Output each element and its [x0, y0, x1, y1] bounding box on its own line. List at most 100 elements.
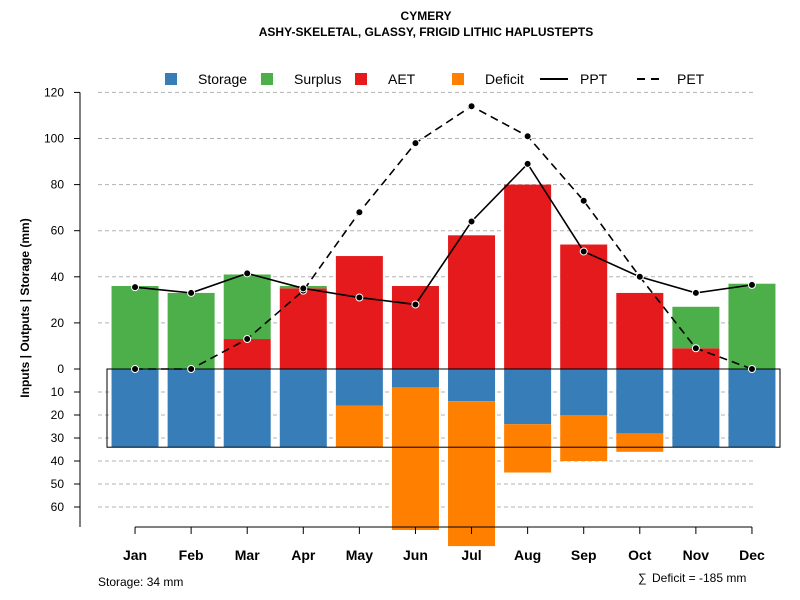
storage-bar	[167, 369, 215, 448]
x-tick-label: Sep	[571, 547, 597, 563]
y-tick-label: 30	[51, 431, 65, 445]
storage-bar	[111, 369, 159, 448]
ppt-point	[355, 293, 364, 302]
pet-point	[187, 365, 196, 373]
deficit-bar	[616, 433, 664, 452]
deficit-bar	[560, 415, 608, 461]
x-tick-label: Jan	[123, 547, 147, 563]
aet-bar	[504, 184, 552, 369]
deficit-bar	[335, 405, 383, 448]
legend-label-deficit: Deficit	[485, 71, 524, 87]
y-tick-label: 80	[51, 178, 65, 192]
x-tick-label: Jul	[461, 547, 481, 563]
storage-bar	[672, 369, 720, 448]
deficit-bar	[448, 401, 496, 547]
storage-bar	[279, 369, 327, 448]
legend-swatch-aet	[355, 73, 367, 85]
pet-point	[747, 365, 756, 373]
ppt-line	[134, 162, 753, 306]
y-tick-label: 60	[51, 500, 65, 514]
chart-title: CYMERY	[401, 9, 452, 23]
y-tick-label: 120	[44, 85, 64, 99]
deficit-bar	[391, 387, 439, 530]
x-tick-label: Apr	[291, 547, 316, 563]
aet-bar	[560, 244, 608, 369]
ppt-point	[523, 159, 532, 168]
legend-label-pet: PET	[677, 71, 705, 87]
y-axis-label: Inputs | Outputs | Storage (mm)	[18, 218, 32, 397]
x-tick-label: Nov	[683, 547, 710, 563]
chart-subtitle: ASHY-SKELETAL, GLASSY, FRIGID LITHIC HAP…	[259, 25, 593, 39]
pet-point	[243, 335, 252, 344]
y-tick-label: 40	[51, 270, 65, 284]
storage-capacity-outline	[106, 368, 781, 448]
surplus-bar	[167, 292, 215, 369]
legend: Storage Surplus AET Deficit PPT PET	[165, 71, 705, 87]
y-tick-label: 50	[51, 477, 65, 491]
ppt-point	[691, 288, 700, 297]
legend-label-storage: Storage	[198, 71, 247, 87]
ppt-point	[131, 283, 140, 292]
storage-bar	[223, 369, 271, 448]
surplus-bar	[728, 283, 776, 369]
surplus-bar	[111, 286, 159, 369]
pet-point	[579, 196, 588, 205]
aet-bar	[223, 339, 271, 369]
pet-point	[691, 344, 700, 353]
ppt-point	[467, 217, 476, 226]
y-tick-label: 100	[44, 132, 64, 146]
y-tick-label: 10	[51, 385, 65, 399]
legend-swatch-surplus	[261, 73, 273, 85]
x-tick-label: May	[346, 547, 373, 563]
axes: 120 100 80 60 40 20 0 10 20 30 40 50 60 Jan Feb Mar Apr M…	[44, 85, 765, 563]
footer-storage: Storage: 34 mm	[98, 575, 183, 589]
ppt-point	[579, 247, 588, 256]
pet-point	[411, 139, 420, 148]
surplus-bar	[223, 274, 271, 340]
ppt-point	[243, 269, 252, 278]
pet-point	[131, 365, 140, 373]
ppt-point	[747, 280, 756, 289]
x-tick-label: Aug	[514, 547, 541, 563]
aet-bar	[279, 288, 327, 369]
legend-label-aet: AET	[388, 71, 416, 87]
legend-label-surplus: Surplus	[294, 71, 341, 87]
storage-bar	[560, 369, 608, 415]
ppt-point	[411, 300, 420, 309]
y-tick-label: 20	[51, 316, 65, 330]
storage-bar	[616, 369, 664, 434]
storage-bar	[335, 369, 383, 406]
aet-bar	[335, 256, 383, 369]
y-tick-label: 40	[51, 454, 65, 468]
ppt-point	[299, 284, 308, 293]
aet-bar	[391, 286, 439, 369]
deficit-bar	[504, 424, 552, 473]
legend-swatch-deficit	[452, 73, 464, 85]
storage-bar	[391, 369, 439, 388]
ppt-point	[187, 288, 196, 297]
y-tick-label: 60	[51, 224, 65, 238]
lines	[131, 102, 756, 373]
storage-bar	[504, 369, 552, 425]
ppt-point	[635, 272, 644, 281]
pet-point	[523, 132, 532, 141]
footer-deficit: Deficit = -185 mm	[652, 571, 746, 585]
x-tick-label: Jun	[403, 547, 428, 563]
legend-swatch-storage	[165, 73, 177, 85]
aet-bar	[448, 235, 496, 369]
pet-point	[467, 102, 476, 111]
sigma-symbol: ∑	[638, 571, 647, 585]
y-tick-label: 0	[57, 362, 64, 376]
aet-bar	[616, 292, 664, 369]
pet-line	[135, 105, 753, 370]
x-tick-label: Oct	[628, 547, 652, 563]
legend-label-ppt: PPT	[580, 71, 608, 87]
y-tick-label: 20	[51, 408, 65, 422]
storage-bar	[728, 369, 776, 448]
storage-bar	[448, 369, 496, 402]
x-tick-label: Dec	[739, 547, 765, 563]
x-tick-label: Feb	[179, 547, 204, 563]
x-tick-label: Mar	[235, 547, 260, 563]
pet-point	[355, 208, 364, 217]
